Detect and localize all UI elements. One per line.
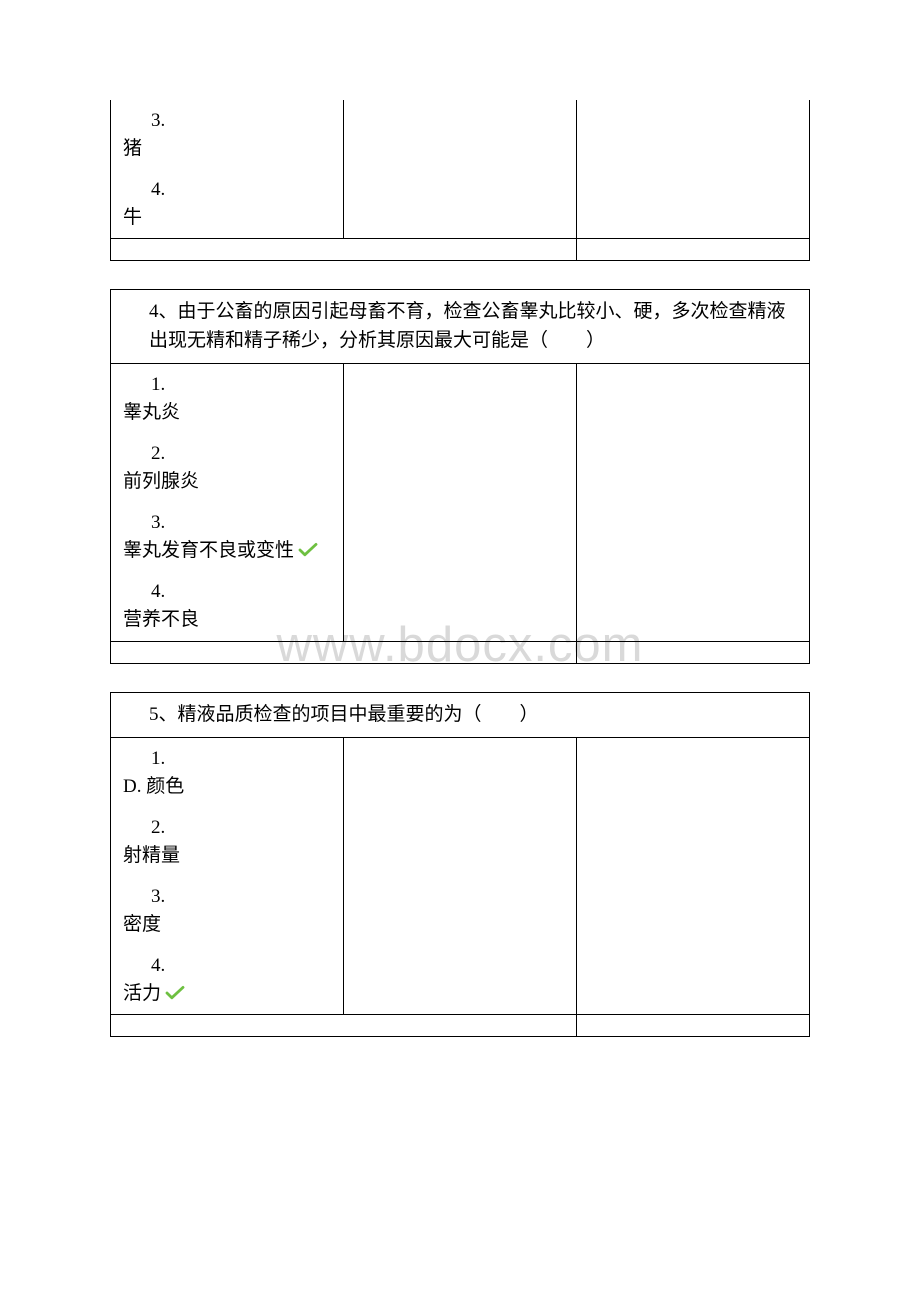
option-item: 4. 营养不良 xyxy=(111,571,343,640)
option-item: 3. 睾丸发育不良或变性 xyxy=(111,502,343,571)
option-item: 2. 射精量 xyxy=(111,807,343,876)
option-number: 3. xyxy=(123,510,343,537)
option-number: 2. xyxy=(123,441,343,468)
option-item: 1. D. 颜色 xyxy=(111,738,343,807)
option-text: 密度 xyxy=(123,911,161,940)
option-item: 1. 睾丸炎 xyxy=(111,364,343,433)
option-text: 猪 xyxy=(123,135,142,164)
check-icon xyxy=(165,982,185,998)
option-item: 4. 牛 xyxy=(111,169,343,238)
option-number: 1. xyxy=(123,372,343,399)
question-block-3: 3. 猪 4. 牛 xyxy=(110,100,810,261)
table-bottom-row xyxy=(111,239,810,261)
option-text: 营养不良 xyxy=(123,606,199,635)
check-icon xyxy=(298,539,318,555)
question-block-4: 4、由于公畜的原因引起母畜不育，检查公畜睾丸比较小、硬，多次检查精液出现无精和精… xyxy=(110,289,810,663)
question-block-5: 5、精液品质检查的项目中最重要的为（ ） 1. D. 颜色 2. 射精量 3. … xyxy=(110,692,810,1038)
option-number: 2. xyxy=(123,815,343,842)
option-text: 牛 xyxy=(123,204,142,233)
option-text: D. 颜色 xyxy=(123,773,184,802)
question-header: 5、精液品质检查的项目中最重要的为（ ） xyxy=(111,692,810,738)
option-item: 3. 猪 xyxy=(111,100,343,169)
option-text: 前列腺炎 xyxy=(123,468,199,497)
option-item: 3. 密度 xyxy=(111,876,343,945)
question-header: 4、由于公畜的原因引起母畜不育，检查公畜睾丸比较小、硬，多次检查精液出现无精和精… xyxy=(111,290,810,364)
option-text: 睾丸发育不良或变性 xyxy=(123,537,318,566)
option-number: 3. xyxy=(123,884,343,911)
table-bottom-row xyxy=(111,1015,810,1037)
option-number: 4. xyxy=(123,177,343,204)
table-bottom-row xyxy=(111,641,810,663)
option-number: 1. xyxy=(123,746,343,773)
option-text: 活力 xyxy=(123,980,185,1009)
option-item: 2. 前列腺炎 xyxy=(111,433,343,502)
option-text: 睾丸炎 xyxy=(123,399,180,428)
option-number: 4. xyxy=(123,953,343,980)
option-number: 4. xyxy=(123,579,343,606)
option-text: 射精量 xyxy=(123,842,180,871)
option-item: 4. 活力 xyxy=(111,945,343,1014)
option-number: 3. xyxy=(123,108,343,135)
